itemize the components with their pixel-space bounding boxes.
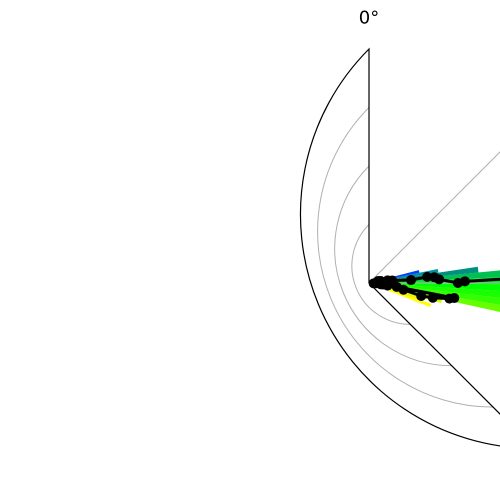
theta-tick-label-0: 0° — [359, 8, 379, 29]
r-grid-2 — [317, 107, 494, 408]
series-point-3 — [452, 278, 463, 288]
line-layer — [368, 271, 500, 304]
series-point-16 — [416, 291, 427, 302]
labels-layer: 0°-45°-90°-135° — [359, 8, 379, 29]
r-grid-1 — [334, 165, 452, 367]
series-point-17 — [427, 292, 438, 303]
series-point-7 — [406, 275, 417, 286]
theta-grid-1 — [368, 151, 500, 284]
series-point-20 — [391, 281, 402, 292]
polar-frame — [299, 47, 500, 447]
r-grid-0 — [351, 224, 411, 325]
grid-layer — [317, 107, 500, 408]
series-point-5 — [429, 272, 440, 283]
series-point-19 — [449, 293, 460, 304]
frame-layer — [299, 47, 500, 447]
series-point-6 — [422, 271, 433, 282]
